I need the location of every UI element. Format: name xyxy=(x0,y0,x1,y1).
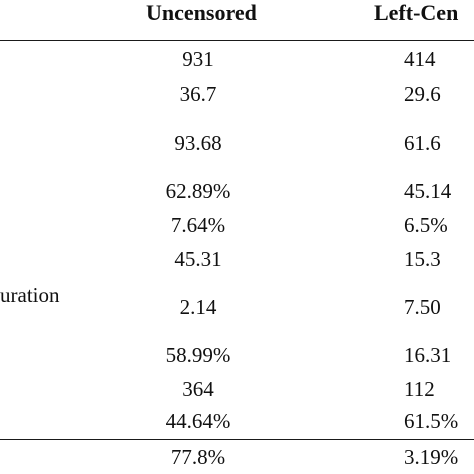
cell-left-6: 7.50 xyxy=(404,295,441,319)
cell-left-5: 15.3 xyxy=(404,247,441,271)
header-left-censored: Left-Cen xyxy=(374,0,459,25)
cell-uncensored-7: 58.99% xyxy=(165,343,231,367)
cell-left-9: 61.5% xyxy=(404,409,459,433)
cell-uncensored-footer: 77.8% xyxy=(170,445,226,469)
cell-left-3: 45.14 xyxy=(404,179,452,203)
row-label-duration: uration xyxy=(0,283,60,307)
header-rule xyxy=(0,40,474,41)
cell-left-footer: 3.19% xyxy=(404,445,459,469)
cell-uncensored-6: 2.14 xyxy=(179,295,217,319)
cell-left-0: 414 xyxy=(404,47,436,71)
cell-uncensored-3: 62.89% xyxy=(165,179,231,203)
cell-uncensored-1: 36.7 xyxy=(179,82,217,106)
cell-uncensored-2: 93.68 xyxy=(174,131,222,155)
cell-left-4: 6.5% xyxy=(404,213,448,237)
cell-uncensored-8: 364 xyxy=(182,377,214,401)
footer-rule xyxy=(0,439,474,440)
cell-uncensored-9: 44.64% xyxy=(165,409,231,433)
cell-uncensored-4: 7.64% xyxy=(170,213,226,237)
cell-left-7: 16.31 xyxy=(404,343,452,367)
cell-uncensored-0: 931 xyxy=(182,47,214,71)
cell-uncensored-5: 45.31 xyxy=(174,247,222,271)
cell-left-2: 61.6 xyxy=(404,131,441,155)
cell-left-1: 29.6 xyxy=(404,82,441,106)
header-uncensored: Uncensored xyxy=(146,0,257,25)
cell-left-8: 112 xyxy=(404,377,435,401)
